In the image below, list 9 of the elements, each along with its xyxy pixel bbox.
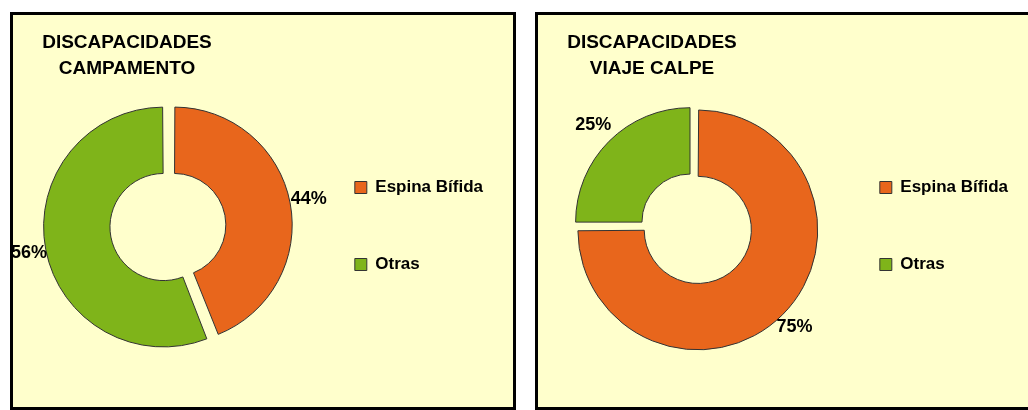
legend-label: Otras [900,254,945,274]
legend-label: Espina Bífida [900,177,1009,197]
data-label: 44% [290,188,327,209]
chart-title: DISCAPACIDADES VIAJE CALPE [566,30,738,80]
data-label: 75% [776,315,813,336]
legend-label: Otras [375,254,420,274]
legend-label: Espina Bífida [375,177,484,197]
data-label: 25% [575,114,612,135]
chart-title: DISCAPACIDADES CAMPAMENTO [41,30,213,80]
